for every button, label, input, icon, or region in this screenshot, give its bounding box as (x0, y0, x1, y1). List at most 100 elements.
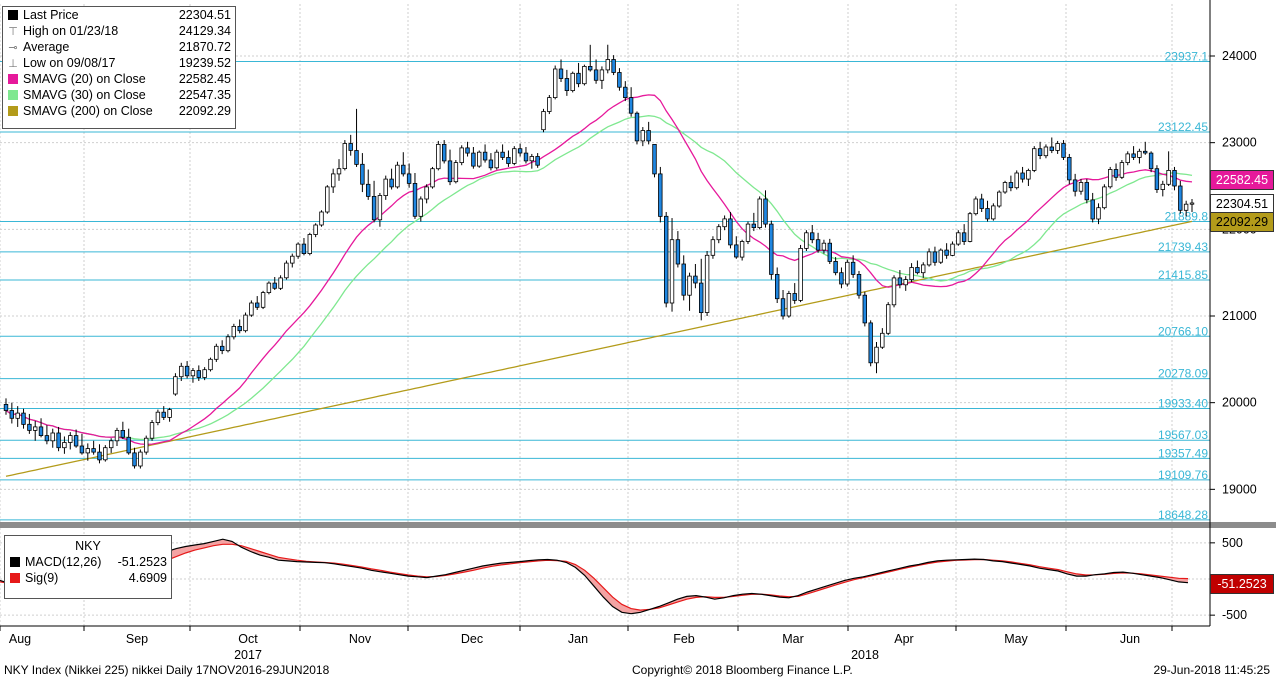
candle-body (494, 151, 499, 169)
candle-body (658, 173, 663, 217)
candle-body (237, 325, 242, 332)
candle-body (699, 282, 704, 314)
candle-body (109, 440, 114, 449)
candle-body (704, 254, 710, 313)
legend-marker-icon: ⊸ (8, 42, 18, 54)
candle-body (675, 239, 681, 265)
candle-body (961, 232, 967, 242)
candle-body (266, 282, 272, 294)
macd-legend-item: MACD(12,26) -51.2523 (5, 554, 171, 570)
candle-body (827, 242, 832, 262)
candle-body (260, 292, 266, 308)
fib-level-label: 21889.8 (1165, 210, 1209, 224)
legend-item: SMAVG (20) on Close 22582.45 (3, 71, 235, 87)
candle-body (1113, 169, 1119, 178)
candle-body (15, 412, 20, 419)
candle-body (3, 403, 9, 411)
sma20-axis-tag: 22582.45 (1210, 169, 1274, 190)
x-axis-year-label: 2017 (234, 648, 262, 662)
candle-body (588, 66, 593, 71)
legend-marker-icon: ⊤ (8, 26, 18, 38)
candle-body (845, 261, 850, 285)
candle-body (1108, 169, 1113, 188)
candle-body (558, 68, 564, 79)
candle-body (138, 451, 143, 467)
candle-body (821, 242, 827, 251)
candle-body (395, 164, 400, 188)
price-legend: Last Price 22304.51 ⊤ High on 01/23/18 24129… (2, 6, 236, 129)
candle-body (623, 86, 628, 98)
macd-histogram-fill (0, 539, 1188, 614)
candle-body (915, 267, 920, 274)
panel-separator (0, 522, 1276, 528)
candle-body (1067, 156, 1072, 181)
candle-body (418, 198, 423, 217)
candle-body (1148, 152, 1154, 170)
candle-body (780, 298, 786, 317)
candle-body (319, 211, 324, 226)
candle-body (184, 365, 190, 377)
candle-body (1154, 168, 1160, 190)
candle-body (325, 186, 330, 213)
candle-body (79, 445, 85, 454)
legend-item: SMAVG (200) on Close 22092.29 (3, 103, 235, 119)
x-axis-month-label: Aug (9, 632, 31, 646)
fib-level-label: 19357.49 (1158, 446, 1208, 460)
last-price-axis-tag: 22304.51 (1210, 193, 1274, 214)
candle-body (202, 369, 207, 378)
candle-body (214, 345, 219, 360)
sma200-axis-tag: 22092.29 (1210, 212, 1274, 233)
candle-body (547, 97, 552, 112)
legend-value: 19239.52 (178, 56, 231, 70)
fib-level-label: 18648.28 (1158, 508, 1208, 522)
candle-body (179, 365, 184, 378)
legend-label: SMAVG (200) on Close (23, 104, 153, 118)
candle-body (441, 143, 447, 162)
candle-body (628, 97, 634, 114)
x-axis-year-label: 2018 (851, 648, 879, 662)
candle-body (103, 447, 108, 461)
legend-value: 22304.51 (178, 8, 231, 22)
candle-body (354, 150, 359, 165)
candle-body (114, 429, 120, 442)
candle-body (903, 279, 908, 286)
fib-level-label: 20278.09 (1158, 367, 1208, 381)
candle-body (535, 156, 540, 166)
candle-body (804, 232, 809, 249)
candle-body (751, 223, 756, 229)
macd-panel (0, 538, 1189, 615)
x-axis-month-label: Feb (673, 632, 695, 646)
candle-body (839, 272, 844, 285)
candle-body (652, 143, 657, 175)
candle-body (476, 151, 482, 167)
candle-body (523, 152, 529, 162)
candle-body (459, 147, 464, 163)
legend-value: 22092.29 (178, 104, 231, 118)
candle-body (68, 435, 73, 443)
candle-body (973, 198, 978, 215)
candle-body (225, 336, 231, 352)
legend-label: SMAVG (30) on Close (23, 88, 146, 102)
candle-body (38, 426, 44, 436)
y-axis-tick-label: 24000 (1222, 49, 1257, 63)
candle-body (710, 239, 716, 256)
candle-body (640, 130, 645, 142)
candle-body (926, 251, 932, 266)
candle-body (436, 143, 441, 170)
candle-body (944, 249, 949, 256)
legend-label: Low on 09/08/17 (23, 56, 116, 70)
candle-body (284, 262, 289, 279)
fib-level-label: 19109.76 (1158, 468, 1208, 482)
candle-body (1119, 162, 1125, 178)
x-axis-month-label: Nov (349, 632, 372, 646)
candle-body (862, 294, 867, 324)
candle-body (1032, 148, 1037, 171)
candle-body (1037, 148, 1043, 156)
legend-item: ⊸ Average 21870.72 (3, 39, 235, 55)
fib-level-label: 21415.85 (1158, 268, 1208, 282)
candle-body (728, 218, 733, 246)
candle-body (27, 423, 32, 431)
x-axis-month-label: Dec (461, 632, 483, 646)
candle-body (985, 208, 990, 220)
fibonacci-levels: 23937.1 23122.45 21889.8 21739.43 21415.85 20… (0, 49, 1210, 522)
